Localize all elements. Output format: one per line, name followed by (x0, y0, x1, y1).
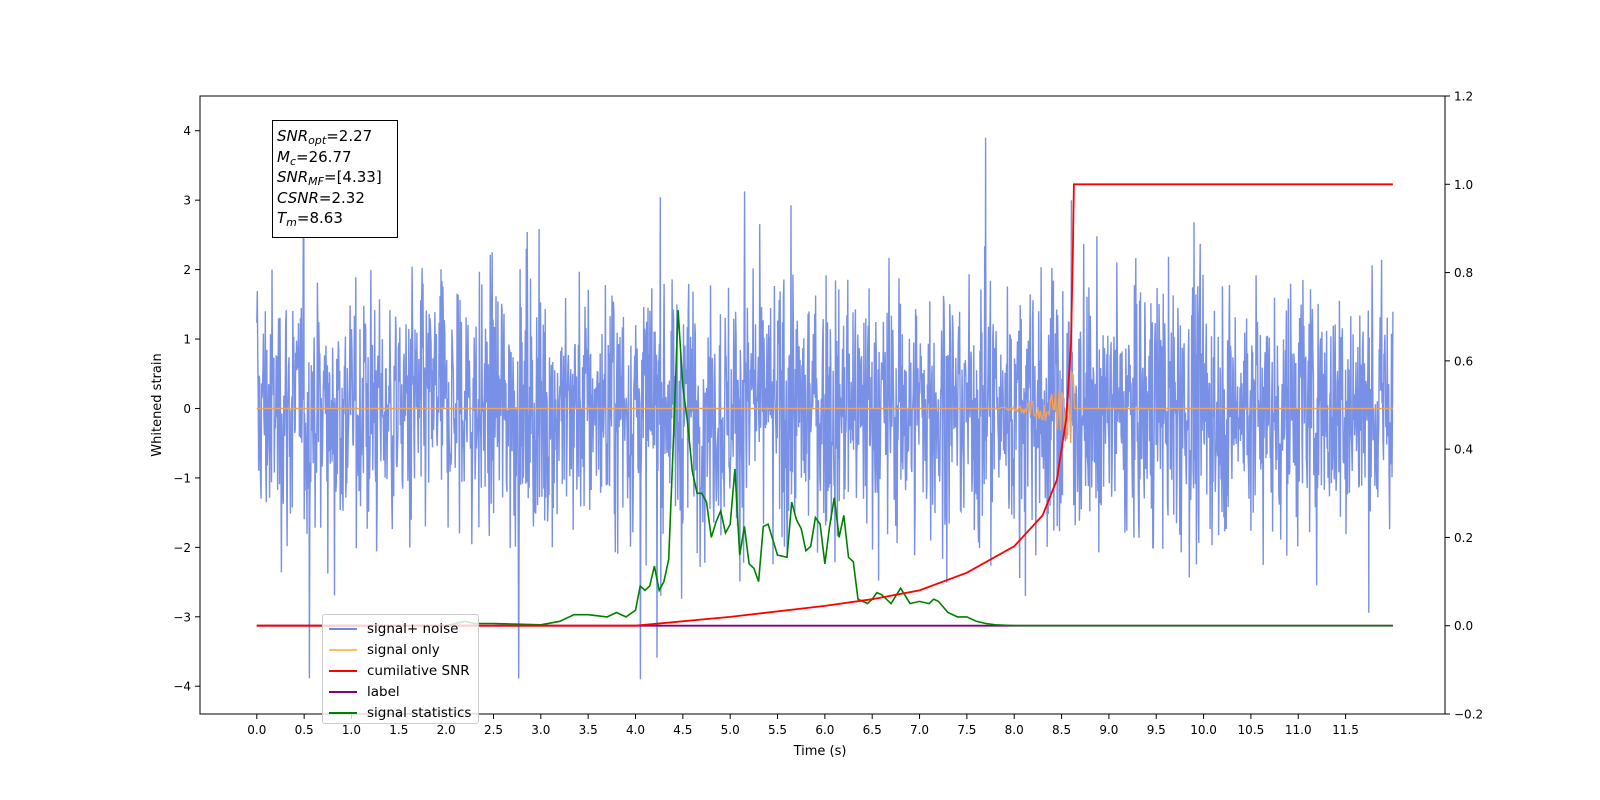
x-tick-label: 3.0 (531, 723, 550, 737)
x-tick-label: 7.0 (910, 723, 929, 737)
x-tick-label: 3.5 (579, 723, 598, 737)
y-tick-label: 2 (183, 263, 191, 277)
x-tick-label: 6.0 (815, 723, 834, 737)
x-tick-label: 4.0 (626, 723, 645, 737)
legend: signal+ noise signal only cumilative SNR… (322, 614, 479, 724)
x-tick-label: 7.5 (957, 723, 976, 737)
legend-label: cumilative SNR (367, 662, 470, 679)
plot-area (256, 137, 1394, 680)
legend-swatch (329, 711, 357, 714)
x-tick-label: 2.0 (437, 723, 456, 737)
x-tick-label: 0.0 (247, 723, 266, 737)
y2-tick-label: 0.8 (1454, 266, 1473, 280)
stats-mc: Mc=26.77 (277, 147, 352, 168)
series-signal-statistics (256, 310, 1393, 627)
x-axis-label: Time (s) (793, 744, 847, 759)
legend-swatch (329, 669, 357, 672)
x-tick-label: 10.5 (1238, 723, 1265, 737)
legend-entry-cumulative-snr: cumilative SNR (329, 660, 478, 681)
legend-label: signal only (367, 641, 440, 658)
y2-tick-label: 1.2 (1454, 90, 1473, 104)
x-tick-label: 6.5 (863, 723, 882, 737)
y-tick-label: −3 (173, 610, 191, 624)
series-signal-noise (256, 137, 1394, 680)
stats-csnr: CSNR=2.32 (277, 188, 365, 207)
y2-tick-label: 1.0 (1454, 178, 1473, 192)
x-tick-label: 11.5 (1332, 723, 1359, 737)
y2-tick-label: 0.4 (1454, 443, 1473, 457)
y-tick-label: 3 (183, 194, 191, 208)
series-cumulative-snr (256, 183, 1393, 627)
x-tick-label: 9.0 (1099, 723, 1118, 737)
y2-tick-label: −0.2 (1454, 708, 1483, 722)
y-tick-label: −2 (173, 541, 191, 555)
x-tick-label: 8.0 (1005, 723, 1024, 737)
series-signal-only (256, 370, 1393, 444)
legend-swatch (329, 648, 357, 651)
legend-entry-label: label (329, 681, 478, 702)
x-tick-label: 4.5 (673, 723, 692, 737)
x-tick-label: 5.0 (721, 723, 740, 737)
x-tick-label: 0.5 (295, 723, 314, 737)
x-tick-label: 10.0 (1190, 723, 1217, 737)
x-tick-label: 5.5 (768, 723, 787, 737)
x-tick-label: 1.5 (389, 723, 408, 737)
y-tick-label: −4 (173, 680, 191, 694)
y-tick-label: −1 (173, 471, 191, 485)
legend-entry-signal-noise: signal+ noise (329, 618, 478, 639)
legend-swatch (329, 690, 357, 693)
stats-snr-mf: SNRMF=[4.33] (277, 168, 382, 188)
x-tick-label: 2.5 (484, 723, 503, 737)
plot-frame (199, 95, 1446, 715)
x-tick-label: 8.5 (1052, 723, 1071, 737)
y-tick-label: 1 (183, 333, 191, 347)
legend-entry-signal-statistics: signal statistics (329, 702, 478, 723)
y2-axis-ticks: 1.2 1.0 0.8 0.6 0.4 0.2 0.0 −0.2 (1445, 90, 1483, 722)
stats-box: SNRopt=2.27 Mc=26.77 SNRMF=[4.33] CSNR=2… (272, 120, 398, 238)
x-axis-ticks: 0.0 0.5 1.0 1.5 2.0 2.5 3.0 3.5 4.0 4.5 5.0 5.5 6.0 6… (247, 714, 1359, 737)
x-tick-label: 1.0 (342, 723, 361, 737)
legend-label: signal statistics (367, 704, 472, 721)
y2-tick-label: 0.0 (1454, 619, 1473, 633)
x-tick-label: 11.0 (1285, 723, 1312, 737)
legend-label: label (367, 683, 400, 700)
x-tick-label: 9.5 (1147, 723, 1166, 737)
y-axis-ticks: 4 3 2 1 0 −1 −2 −3 −4 (173, 124, 200, 694)
stats-tm: Tm=8.63 (277, 209, 343, 229)
y-axis-label: Whitened strain (150, 353, 165, 456)
legend-entry-signal-only: signal only (329, 639, 478, 660)
y2-tick-label: 0.6 (1454, 354, 1473, 368)
y2-tick-label: 0.2 (1454, 531, 1473, 545)
y-tick-label: 4 (183, 124, 191, 138)
stats-snr-opt: SNRopt=2.27 (277, 127, 373, 147)
y-tick-label: 0 (183, 402, 191, 416)
legend-label: signal+ noise (367, 620, 459, 637)
legend-swatch (329, 627, 357, 630)
